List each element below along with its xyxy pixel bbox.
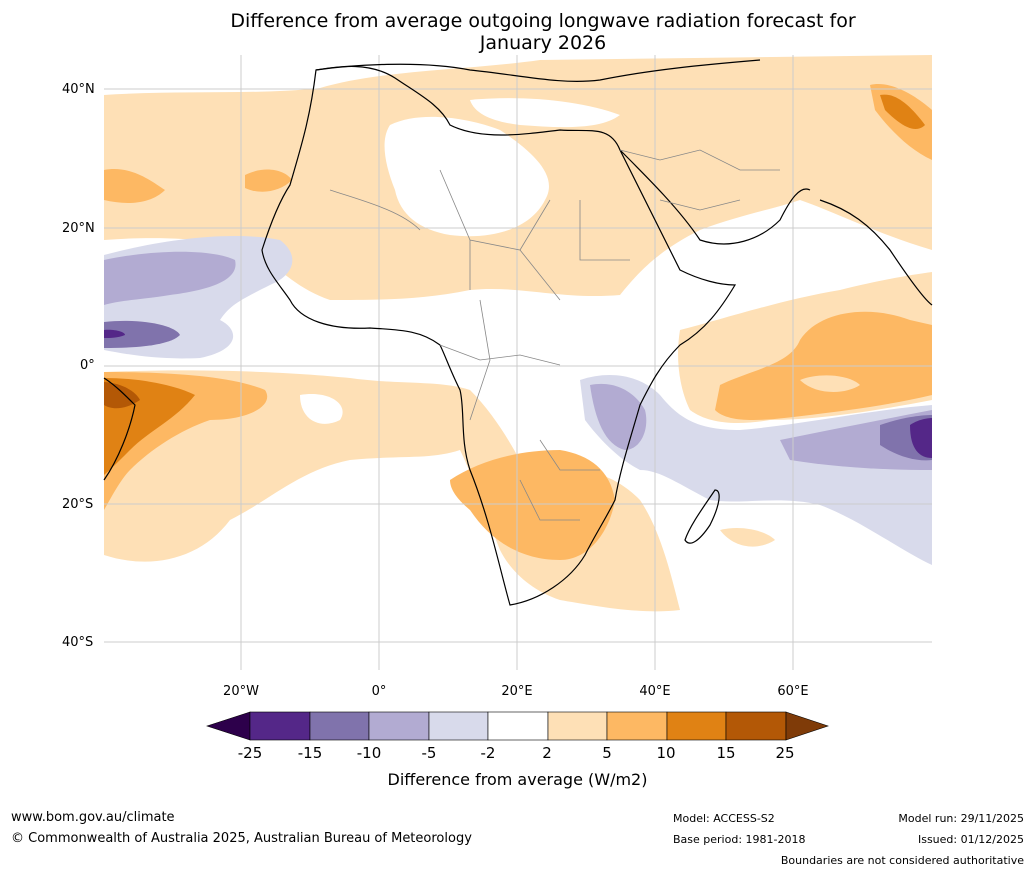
colorbar-tick-5: -2: [480, 744, 496, 762]
lon-label-0: 0°: [371, 684, 387, 699]
colorbar-bin-5: [487, 711, 549, 741]
anomaly-positive-canary: [245, 169, 292, 192]
footer-copyright: © Commonwealth of Australia 2025, Austra…: [11, 831, 472, 846]
neutral-patch-mediterranean: [470, 98, 620, 128]
lat-label-20s: 20°S: [62, 497, 94, 512]
arabia-coastline: [619, 149, 811, 245]
anomaly-negative-atlantic-core: [104, 251, 236, 305]
colorbar-tick-2: -15: [297, 744, 323, 762]
anomaly-strong-himalaya: [880, 94, 925, 130]
map-title: Difference from average outgoing longwav…: [150, 10, 936, 54]
africa-coastline: [261, 65, 737, 606]
colorbar-tick-3: -10: [356, 744, 382, 762]
lon-label-60e: 60°E: [777, 684, 809, 699]
footer-disclaimer: Boundaries are not considered authoritat…: [780, 854, 1024, 867]
colorbar-arrow-high: [785, 711, 829, 741]
neutral-patch-south-atlantic: [300, 394, 343, 424]
colorbar-tick-6: 2: [542, 744, 552, 762]
title-line-2: January 2026: [479, 32, 607, 54]
colorbar-arrow-low: [206, 711, 251, 741]
footer-website[interactable]: www.bom.gov.au/climate: [11, 810, 175, 825]
lat-label-20n: 20°N: [62, 221, 95, 236]
border-middle-east: [619, 149, 780, 211]
graticule: [104, 55, 932, 670]
colorbar-bin-3: [368, 711, 430, 741]
colorbar-bin-7: [606, 711, 668, 741]
colorbar-bin-6: [547, 711, 608, 741]
colorbar-tick-7: 5: [602, 744, 612, 762]
title-line-1: Difference from average outgoing longwav…: [230, 10, 856, 32]
colorbar-tick-1: -25: [237, 744, 263, 762]
colorbar-title: Difference from average (W/m2): [387, 770, 648, 789]
country-borders: [329, 149, 780, 521]
colorbar-bin-1: [249, 711, 311, 741]
lon-label-20e: 20°E: [501, 684, 533, 699]
footer-model-run: Model run: 29/11/2025: [898, 812, 1024, 825]
anomaly-negative-indian-min: [910, 418, 932, 458]
neutral-patch-indian: [800, 375, 860, 392]
colorbar-bin-4: [428, 711, 489, 741]
colorbar-tick-9: 15: [716, 744, 736, 762]
anomaly-positive-mozambique: [720, 528, 775, 547]
border-central-africa: [439, 299, 600, 521]
footer-base-period: Base period: 1981-2018: [673, 833, 806, 846]
lat-label-40n: 40°N: [62, 82, 95, 97]
colorbar-bin-2: [309, 711, 370, 741]
coastlines: [103, 59, 933, 606]
colorbar-bin-8: [666, 711, 727, 741]
south-america-coastline: [103, 377, 136, 481]
colorbar-tick-8: 10: [656, 744, 676, 762]
anomaly-negative-atlantic-min: [104, 329, 125, 338]
footer-model: Model: ACCESS-S2: [673, 812, 775, 825]
neutral-patch-sahara: [384, 116, 549, 237]
footer-issued: Issued: 01/12/2025: [917, 833, 1024, 846]
colorbar-tick-4: -5: [421, 744, 437, 762]
india-coastline: [819, 199, 933, 306]
anomaly-negative-atlantic-equator: [104, 320, 180, 348]
colorbar-bin-9: [725, 711, 787, 741]
lon-label-40e: 40°E: [639, 684, 671, 699]
lon-label-20w: 20°W: [223, 684, 259, 699]
lat-label-40s: 40°S: [62, 635, 94, 650]
colorbar-tick-10: 25: [775, 744, 795, 762]
anomaly-fields: [104, 55, 932, 612]
border-sahara: [329, 169, 630, 301]
anomaly-positive-atlantic-north: [104, 169, 165, 203]
madagascar-coastline: [684, 489, 720, 544]
anomaly-negative-east-africa: [580, 375, 932, 565]
europe-coastline: [315, 59, 761, 82]
lat-label-0: 0°: [80, 358, 95, 373]
